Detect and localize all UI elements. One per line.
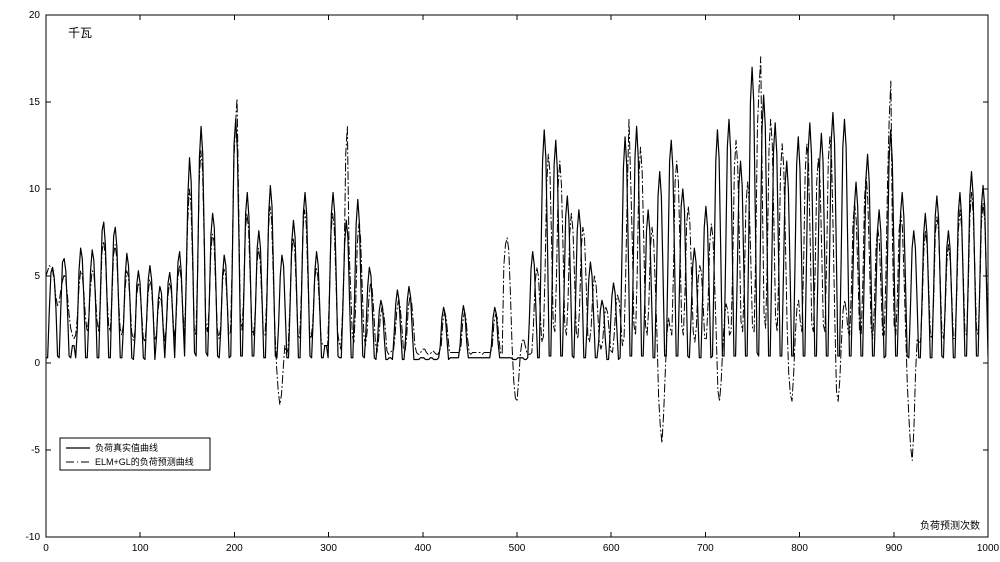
y-tick-label: -10: [26, 532, 41, 543]
y-tick-label: 0: [34, 358, 40, 369]
x-tick-label: 600: [603, 543, 620, 554]
y-axis-label: 千瓦: [68, 26, 92, 40]
x-tick-label: 100: [132, 543, 149, 554]
x-tick-label: 400: [414, 543, 431, 554]
y-tick-label: 15: [29, 97, 41, 108]
x-tick-label: 900: [885, 543, 902, 554]
chart-container: 0 100 200 300 400 500 600 700 800 900 1000 -10 -5 0 5 1…: [0, 0, 1000, 562]
x-axis-label: 负荷预测次数: [920, 519, 980, 532]
x-tick-label: 700: [697, 543, 714, 554]
legend-label: ELM+GL的负荷预测曲线: [95, 456, 194, 467]
y-tick-label: 10: [29, 184, 41, 195]
series-real-line: [46, 67, 988, 359]
x-tick-label: 300: [320, 543, 337, 554]
x-tick-label: 0: [43, 543, 49, 554]
x-tick-label: 200: [226, 543, 243, 554]
y-tick-label: -5: [31, 445, 40, 456]
x-tick-label: 1000: [977, 543, 1000, 554]
y-tick-label: 5: [34, 271, 40, 282]
x-tick-label: 800: [791, 543, 808, 554]
x-tick-label: 500: [509, 543, 526, 554]
y-tick-label: 20: [29, 10, 41, 21]
series-pred-line: [46, 57, 988, 461]
legend-label: 负荷真实值曲线: [95, 442, 158, 453]
chart-svg: 0 100 200 300 400 500 600 700 800 900 1000 -10 -5 0 5 1…: [0, 0, 1000, 562]
